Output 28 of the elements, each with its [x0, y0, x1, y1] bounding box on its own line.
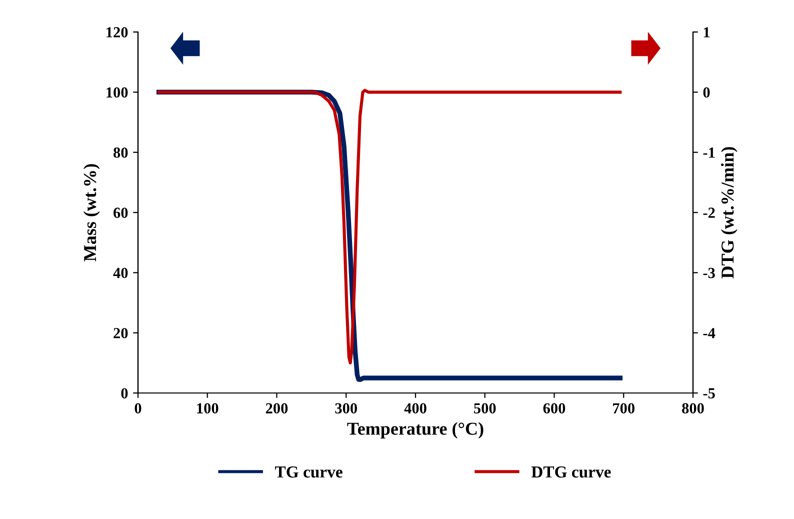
y-tick-label: 120	[106, 27, 128, 38]
y2-tick-label: -1	[703, 148, 715, 158]
y2-axis-title: DTG (wt.%/min)	[721, 147, 738, 278]
y2-tick-label: 1	[704, 27, 710, 38]
y2-tick-label: 0	[703, 87, 710, 98]
x-axis-title: Temperature (°C)	[347, 422, 484, 439]
x-tick-label: 700	[613, 403, 634, 414]
y-tick-label: 60	[114, 208, 128, 218]
y-tick-label: 80	[114, 147, 128, 158]
x-tick-label: 500	[474, 403, 496, 414]
legend-label: TG curve	[275, 466, 342, 478]
y-tick-label: 0	[121, 388, 128, 398]
x-tick-label: 600	[543, 403, 566, 414]
y-tick-label: 100	[106, 87, 128, 98]
x-tick-label: 0	[134, 403, 142, 414]
x-tick-label: 200	[266, 403, 288, 414]
legend-label: DTG curve	[531, 466, 611, 478]
y-tick-label: 40	[113, 268, 128, 278]
y2-tick-label: -3	[703, 268, 715, 278]
y2-tick-label: -2	[703, 208, 715, 218]
x-tick-label: 300	[335, 403, 357, 414]
x-tick-label: 100	[197, 403, 218, 414]
x-tick-label: 800	[682, 403, 704, 414]
y-axis-title: Mass (wt.%)	[83, 164, 100, 262]
y-tick-label: 20	[114, 328, 128, 338]
y2-tick-label: -4	[703, 328, 716, 338]
y2-tick-label: -5	[703, 388, 715, 398]
x-tick-label: 400	[404, 403, 426, 414]
